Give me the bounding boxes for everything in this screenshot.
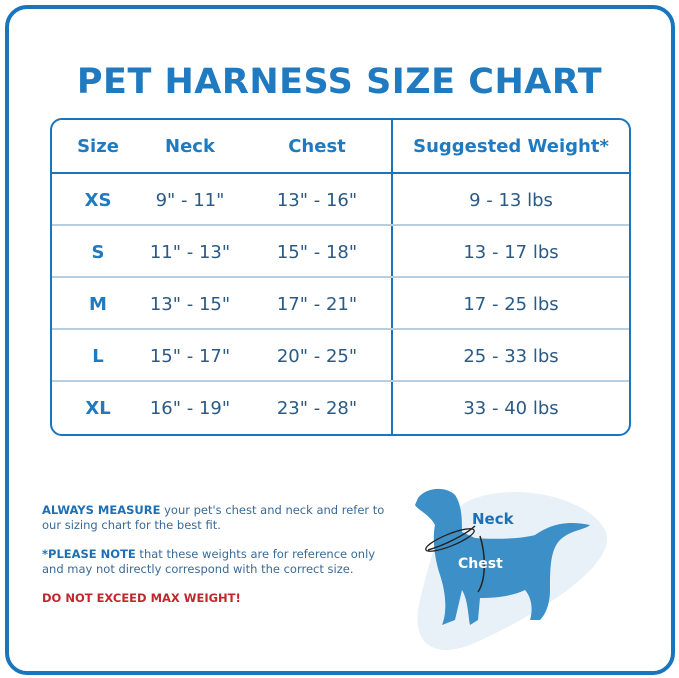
cell-chest: 23" - 28" (276, 397, 358, 419)
table-header: Size Neck Chest Suggested Weight* (52, 120, 629, 172)
header-chest: Chest (288, 135, 346, 157)
neck-label: Neck (472, 510, 515, 528)
note-bold: *PLEASE NOTE (42, 547, 136, 561)
measure-bold: ALWAYS MEASURE (42, 503, 161, 517)
row-separator (52, 172, 629, 174)
measure-note: ALWAYS MEASURE your pet's chest and neck… (42, 503, 392, 533)
cell-size: XS (84, 189, 112, 211)
table-row: XL 16" - 19" 23" - 28" 33 - 40 lbs (52, 382, 629, 434)
neck-measure-line (427, 525, 476, 551)
cell-neck: 11" - 13" (149, 241, 231, 263)
row-separator (52, 328, 629, 330)
weight-note: *PLEASE NOTE that these weights are for … (42, 547, 392, 577)
row-separator (52, 380, 629, 382)
header-size: Size (77, 135, 119, 157)
note-text: that these weights are for reference onl… (42, 547, 376, 576)
cell-size: M (89, 293, 107, 315)
table-row: M 13" - 15" 17" - 21" 17 - 25 lbs (52, 278, 629, 330)
cell-weight: 25 - 33 lbs (463, 345, 559, 367)
notes: ALWAYS MEASURE your pet's chest and neck… (42, 503, 392, 606)
cell-weight: 17 - 25 lbs (463, 293, 559, 315)
dog-measurement-illustration: Neck Chest (415, 488, 608, 650)
outer-frame (5, 5, 675, 675)
cell-size: L (92, 345, 104, 367)
cell-neck: 13" - 15" (149, 293, 231, 315)
cell-chest: 13" - 16" (276, 189, 358, 211)
measure-text: your pet's chest and neck and refer to o… (42, 503, 385, 532)
header-neck: Neck (165, 135, 215, 157)
chest-measure-line (477, 535, 485, 593)
cell-size: S (91, 241, 105, 263)
table-row: L 15" - 17" 20" - 25" 25 - 33 lbs (52, 330, 629, 382)
row-separator (52, 224, 629, 226)
page-title: PET HARNESS SIZE CHART (76, 62, 603, 102)
chest-label: Chest (458, 556, 503, 572)
size-table: Size Neck Chest Suggested Weight* XS 9" -… (50, 118, 631, 436)
cell-weight: 13 - 17 lbs (463, 241, 559, 263)
warning-text: DO NOT EXCEED MAX WEIGHT! (42, 591, 241, 605)
table-row: XS 9" - 11" 13" - 16" 9 - 13 lbs (52, 174, 629, 226)
cell-chest: 17" - 21" (276, 293, 358, 315)
cell-weight: 33 - 40 lbs (463, 397, 559, 419)
dog-silhouette-icon (415, 488, 590, 625)
table-row: S 11" - 13" 15" - 18" 13 - 17 lbs (52, 226, 629, 278)
cell-chest: 20" - 25" (276, 345, 358, 367)
cell-chest: 15" - 18" (276, 241, 358, 263)
cell-size: XL (85, 397, 111, 419)
header-weight: Suggested Weight* (413, 135, 609, 157)
neck-measure-ring (425, 528, 475, 552)
cell-weight: 9 - 13 lbs (469, 189, 553, 211)
cell-neck: 15" - 17" (149, 345, 231, 367)
cell-neck: 16" - 19" (149, 397, 231, 419)
row-separator (52, 276, 629, 278)
cell-neck: 9" - 11" (155, 189, 225, 211)
